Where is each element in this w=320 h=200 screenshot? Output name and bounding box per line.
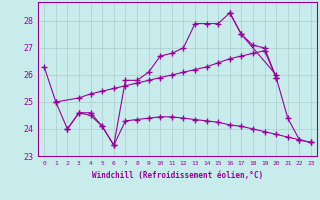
X-axis label: Windchill (Refroidissement éolien,°C): Windchill (Refroidissement éolien,°C) — [92, 171, 263, 180]
